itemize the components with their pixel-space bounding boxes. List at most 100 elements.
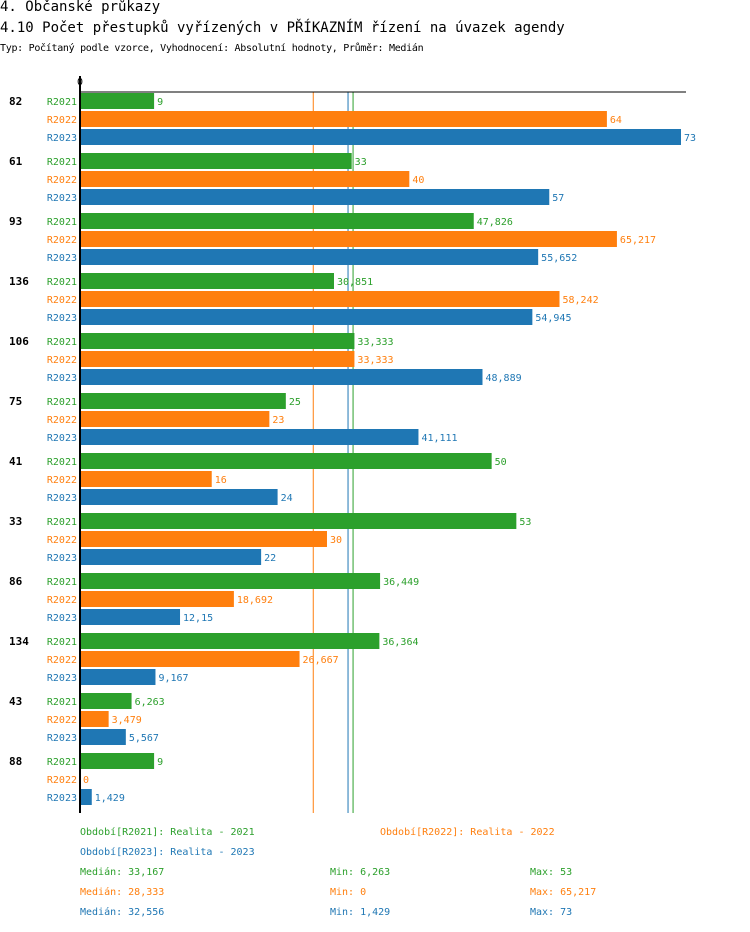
category-label: 106	[9, 335, 29, 348]
series-label: R2021	[47, 577, 77, 588]
data-label: 48,889	[485, 373, 521, 384]
bar	[80, 429, 419, 445]
series-label: R2022	[47, 535, 77, 546]
data-label: 25	[289, 397, 301, 408]
series-label: R2021	[47, 337, 77, 348]
bar	[80, 351, 355, 367]
data-label: 36,449	[383, 577, 419, 588]
data-label: 57	[552, 193, 564, 204]
series-label: R2023	[47, 313, 77, 324]
chart-subtitle: Typ: Počítaný podle vzorce, Vyhodnocení:…	[0, 43, 424, 54]
series-label: R2021	[47, 697, 77, 708]
data-label: 33,333	[357, 355, 393, 366]
series-label: R2022	[47, 175, 77, 186]
series-label: R2022	[47, 775, 77, 786]
series-label: R2023	[47, 133, 77, 144]
bar	[80, 369, 483, 385]
series-label: R2023	[47, 493, 77, 504]
series-label: R2021	[47, 157, 77, 168]
bar	[80, 411, 270, 427]
legend-period-r2023: Období[R2023]: Realita - 2023	[80, 847, 255, 858]
series-label: R2022	[47, 595, 77, 606]
section-title: 4. Občanské průkazy	[0, 0, 161, 15]
bar	[80, 753, 155, 769]
data-label: 9,167	[158, 673, 188, 684]
category-label: 93	[9, 215, 22, 228]
series-label: R2022	[47, 235, 77, 246]
max-r2021: Max: 53	[530, 867, 573, 878]
bar	[80, 729, 126, 745]
bar	[80, 591, 234, 607]
bar	[80, 333, 355, 349]
bar	[80, 111, 607, 127]
bar	[80, 93, 155, 109]
data-label: 55,652	[541, 253, 577, 264]
data-label: 24	[281, 493, 293, 504]
category-label: 43	[9, 695, 22, 708]
bar	[80, 549, 262, 565]
legend-period-r2021: Období[R2021]: Realita - 2021	[80, 827, 255, 838]
bar	[80, 471, 212, 487]
category-label: 86	[9, 575, 23, 588]
bar	[80, 669, 156, 685]
category-label: 136	[9, 275, 29, 288]
data-label: 33,333	[357, 337, 393, 348]
data-label: 41,111	[421, 433, 457, 444]
data-label: 47,826	[477, 217, 513, 228]
data-label: 33	[355, 157, 367, 168]
bar	[80, 531, 327, 547]
data-label: 26,667	[303, 655, 339, 666]
bar	[80, 393, 286, 409]
series-label: R2021	[47, 517, 77, 528]
series-label: R2023	[47, 433, 77, 444]
data-label: 30,851	[337, 277, 373, 288]
category-label: 88	[9, 755, 22, 768]
series-label: R2021	[47, 397, 77, 408]
series-label: R2023	[47, 553, 77, 564]
category-label: 41	[9, 455, 23, 468]
bar	[80, 693, 132, 709]
bar	[80, 609, 181, 625]
bar	[80, 231, 617, 247]
series-label: R2021	[47, 637, 77, 648]
data-label: 50	[495, 457, 507, 468]
chart-title: 4.10 Počet přestupků vyřízených v PŘÍKAZ…	[0, 20, 565, 36]
data-label: 16	[215, 475, 227, 486]
data-label: 65,217	[620, 235, 656, 246]
legend-period-r2022: Období[R2022]: Realita - 2022	[380, 827, 555, 838]
bar	[80, 309, 533, 325]
category-label: 61	[9, 155, 23, 168]
bar	[80, 291, 560, 307]
bar	[80, 789, 92, 805]
min-r2022: Min: 0	[330, 887, 367, 898]
bar	[80, 213, 474, 229]
bar	[80, 189, 550, 205]
bar	[80, 573, 381, 589]
data-label: 9	[157, 757, 163, 768]
data-label: 54,945	[535, 313, 571, 324]
median-r2023: Medián: 32,556	[80, 907, 165, 918]
data-label: 0	[83, 775, 89, 786]
max-r2022: Max: 65,217	[530, 887, 597, 898]
bar	[80, 489, 278, 505]
category-label: 82	[9, 95, 22, 108]
data-label: 18,692	[237, 595, 273, 606]
series-label: R2022	[47, 295, 77, 306]
bar	[80, 633, 380, 649]
category-label: 33	[9, 515, 22, 528]
min-r2021: Min: 6,263	[330, 867, 391, 878]
series-label: R2021	[47, 277, 77, 288]
bar	[80, 273, 334, 289]
series-label: R2021	[47, 757, 77, 768]
series-label: R2021	[47, 217, 77, 228]
series-label: R2022	[47, 655, 77, 666]
category-label: 134	[9, 635, 29, 648]
series-label: R2023	[47, 253, 77, 264]
series-label: R2022	[47, 355, 77, 366]
bar-chart: 0 82 R2021 9 R2022 64 R2023 73 61 R2021 33 R2022 40 R…	[9, 76, 696, 813]
bar	[80, 129, 681, 145]
bar	[80, 153, 352, 169]
data-label: 22	[264, 553, 276, 564]
series-label: R2023	[47, 373, 77, 384]
data-label: 53	[519, 517, 531, 528]
